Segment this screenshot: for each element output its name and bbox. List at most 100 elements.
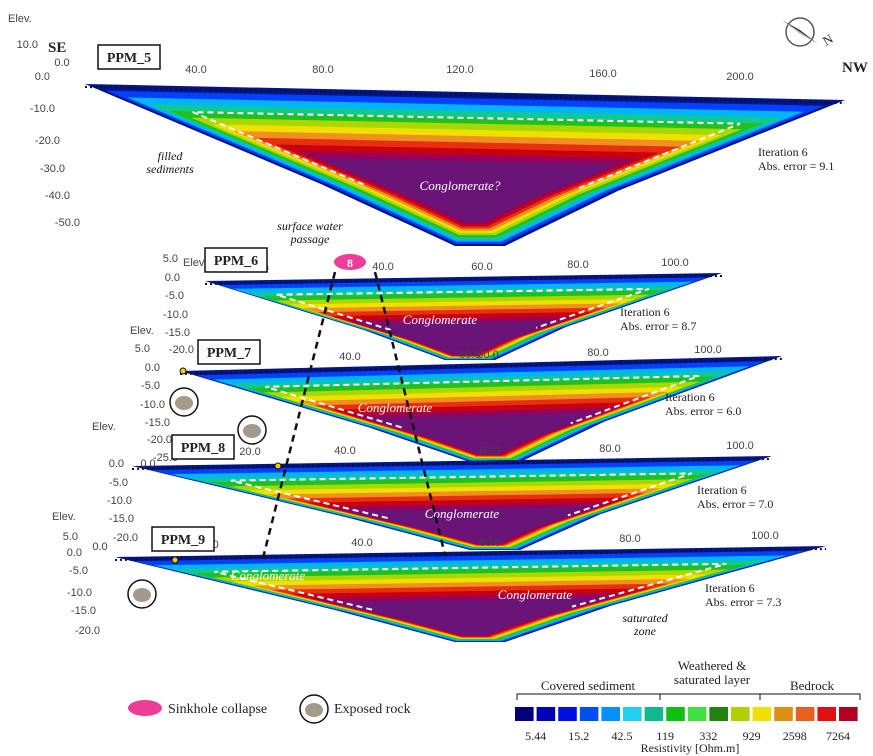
legend-swatch: [795, 707, 815, 721]
x-tick-label: 100.0: [694, 344, 722, 356]
y-tick-label: -15.0: [109, 513, 134, 525]
profile: [204, 273, 723, 360]
x-tick-label: 40.0: [372, 261, 393, 273]
surface-line: [114, 548, 827, 561]
legend-group: Covered sediment: [541, 678, 636, 693]
legend-sinkhole: Sinkhole collapse: [168, 702, 267, 717]
legend-swatch: [774, 707, 793, 721]
surface-line: [84, 86, 846, 104]
y-tick-label: -5.0: [141, 380, 160, 392]
y-tick-label: -20.0: [147, 434, 172, 446]
legend-group: Bedrock: [790, 678, 835, 693]
x-tick-label: 100.0: [661, 257, 689, 269]
profile-name: PPM_6: [214, 254, 258, 269]
iteration: Iteration 6: [665, 390, 715, 404]
legend-value: 7264: [826, 729, 850, 743]
abs-error: Abs. error = 6.0: [665, 404, 741, 418]
resistivity-layer: [317, 157, 619, 222]
legend-axis-title: Resistivity [Ohm.m]: [641, 741, 740, 755]
annotation: filled: [158, 149, 184, 163]
y-tick-label: 5.0: [63, 531, 78, 543]
compass-letter: N: [820, 31, 836, 49]
legend-value: 929: [743, 729, 761, 743]
legend-swatch: [839, 707, 858, 721]
abs-error: Abs. error = 8.7: [620, 319, 696, 333]
y-tick-label: -15.0: [145, 417, 170, 429]
iteration: Iteration 6: [697, 483, 747, 497]
profile-box: [151, 526, 215, 552]
annotation: Conglomerate: [231, 568, 306, 583]
profile-name: PPM_9: [161, 533, 205, 548]
profile: [131, 456, 773, 550]
legend-swatch: [536, 707, 556, 721]
rock-point: [179, 367, 187, 375]
profile: [114, 546, 827, 642]
resistivity-layer: [345, 506, 599, 544]
resistivity-layer: [364, 412, 603, 455]
y-tick-label: -10.0: [67, 587, 92, 599]
profile-box: [197, 339, 261, 365]
y-tick-label: -30.0: [40, 163, 65, 175]
x-tick-label: 60.0: [479, 537, 500, 549]
annotation: Conglomerate: [498, 587, 573, 602]
compass: N: [782, 17, 836, 49]
y-tick-label: 0.0: [145, 362, 160, 374]
resistivity-layer: [359, 320, 564, 356]
y-tick-label: -10.0: [30, 103, 55, 115]
y-tick-label: -5.0: [165, 290, 184, 302]
legend-group: saturated layer: [674, 672, 751, 687]
y-tick-label: -10.0: [140, 399, 165, 411]
y-tick-label: 5.0: [163, 253, 178, 265]
rock: [243, 424, 261, 438]
legend-swatch: [752, 707, 772, 721]
correlation-line: [373, 271, 447, 556]
surface-line: [179, 358, 783, 375]
elev-label: Elev.: [8, 13, 32, 25]
annotation: saturated: [622, 611, 668, 625]
y-tick-label: -5.0: [109, 477, 128, 489]
profile: [179, 356, 783, 462]
x-tick-label: 160.0: [589, 68, 617, 80]
profile-name: PPM_5: [107, 51, 151, 66]
x-tick-label: 100.0: [751, 530, 779, 542]
x-tick-label: 80.0: [619, 533, 640, 545]
x-tick-label: 80.0: [587, 347, 608, 359]
profile-name: PPM_7: [207, 346, 251, 361]
y-tick-label: 0.0: [35, 71, 50, 83]
profile-box: [171, 434, 235, 460]
elev-label: Elev.: [52, 511, 76, 523]
legend-value: 332: [699, 729, 717, 743]
annotation: zone: [633, 624, 657, 638]
sinkhole-marker: [334, 254, 366, 270]
elev-label: Elev.: [130, 325, 154, 337]
sediment-boundary: [276, 287, 649, 331]
x-tick-label: 40.0: [334, 445, 355, 457]
x-tick-label: 60.0: [479, 445, 500, 457]
y-tick-label: -20.0: [35, 135, 60, 147]
sediment-boundary: [214, 562, 727, 611]
legend-swatch: [644, 707, 664, 721]
y-tick-label: -10.0: [163, 309, 188, 321]
resistivity-layer: [329, 597, 611, 636]
y-tick-label: 5.0: [135, 343, 150, 355]
y-tick-label: -15.0: [71, 605, 96, 617]
correlation-line: [261, 271, 337, 559]
abs-error: Abs. error = 9.1: [758, 159, 834, 173]
iteration: Iteration 6: [758, 145, 808, 159]
y-tick-label: -20.0: [169, 344, 194, 356]
x-tick-label: 60.0: [477, 349, 498, 361]
profile-box: [97, 44, 161, 70]
y-tick-label: 0.0: [67, 547, 82, 559]
rock: [175, 396, 193, 410]
rock: [305, 703, 323, 717]
legend-swatch: [515, 707, 534, 721]
sediment-boundary: [230, 472, 692, 520]
legend-swatch: [623, 707, 642, 721]
sediment-boundary: [192, 111, 741, 190]
direction-se: SE: [48, 40, 66, 56]
y-tick-label: -40.0: [45, 190, 70, 202]
legend-value: 2598: [783, 729, 807, 743]
y-tick-label: -15.0: [165, 327, 190, 339]
x-tick-label: 100.0: [726, 440, 754, 452]
